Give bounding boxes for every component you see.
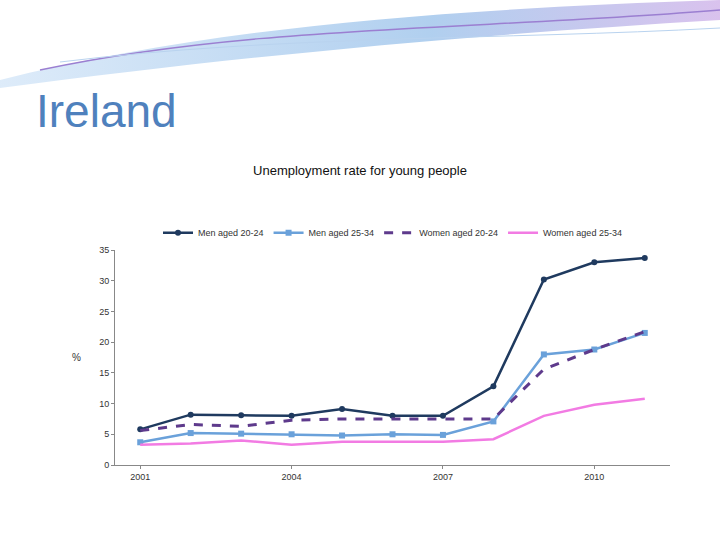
svg-text:35: 35 [99,245,109,255]
svg-text:5: 5 [104,429,109,439]
svg-text:Women aged 25-34: Women aged 25-34 [543,228,622,238]
svg-text:Women aged 20-24: Women aged 20-24 [419,228,498,238]
svg-text:Men aged 20-24: Men aged 20-24 [198,228,264,238]
html-text:Ireland: Ireland [36,85,177,137]
svg-text:20: 20 [99,337,109,347]
svg-text:Unemployment rate for young pe: Unemployment rate for young people [253,163,467,178]
svg-text:2001: 2001 [130,472,150,482]
svg-text:25: 25 [99,307,109,317]
svg-text:%: % [72,352,81,363]
svg-text:2004: 2004 [282,472,302,482]
svg-text:2007: 2007 [433,472,453,482]
svg-text:0: 0 [104,460,109,470]
svg-text:2010: 2010 [584,472,604,482]
svg-text:10: 10 [99,399,109,409]
svg-text:Men aged 25-34: Men aged 25-34 [309,228,375,238]
svg-text:30: 30 [99,276,109,286]
svg-text:15: 15 [99,368,109,378]
